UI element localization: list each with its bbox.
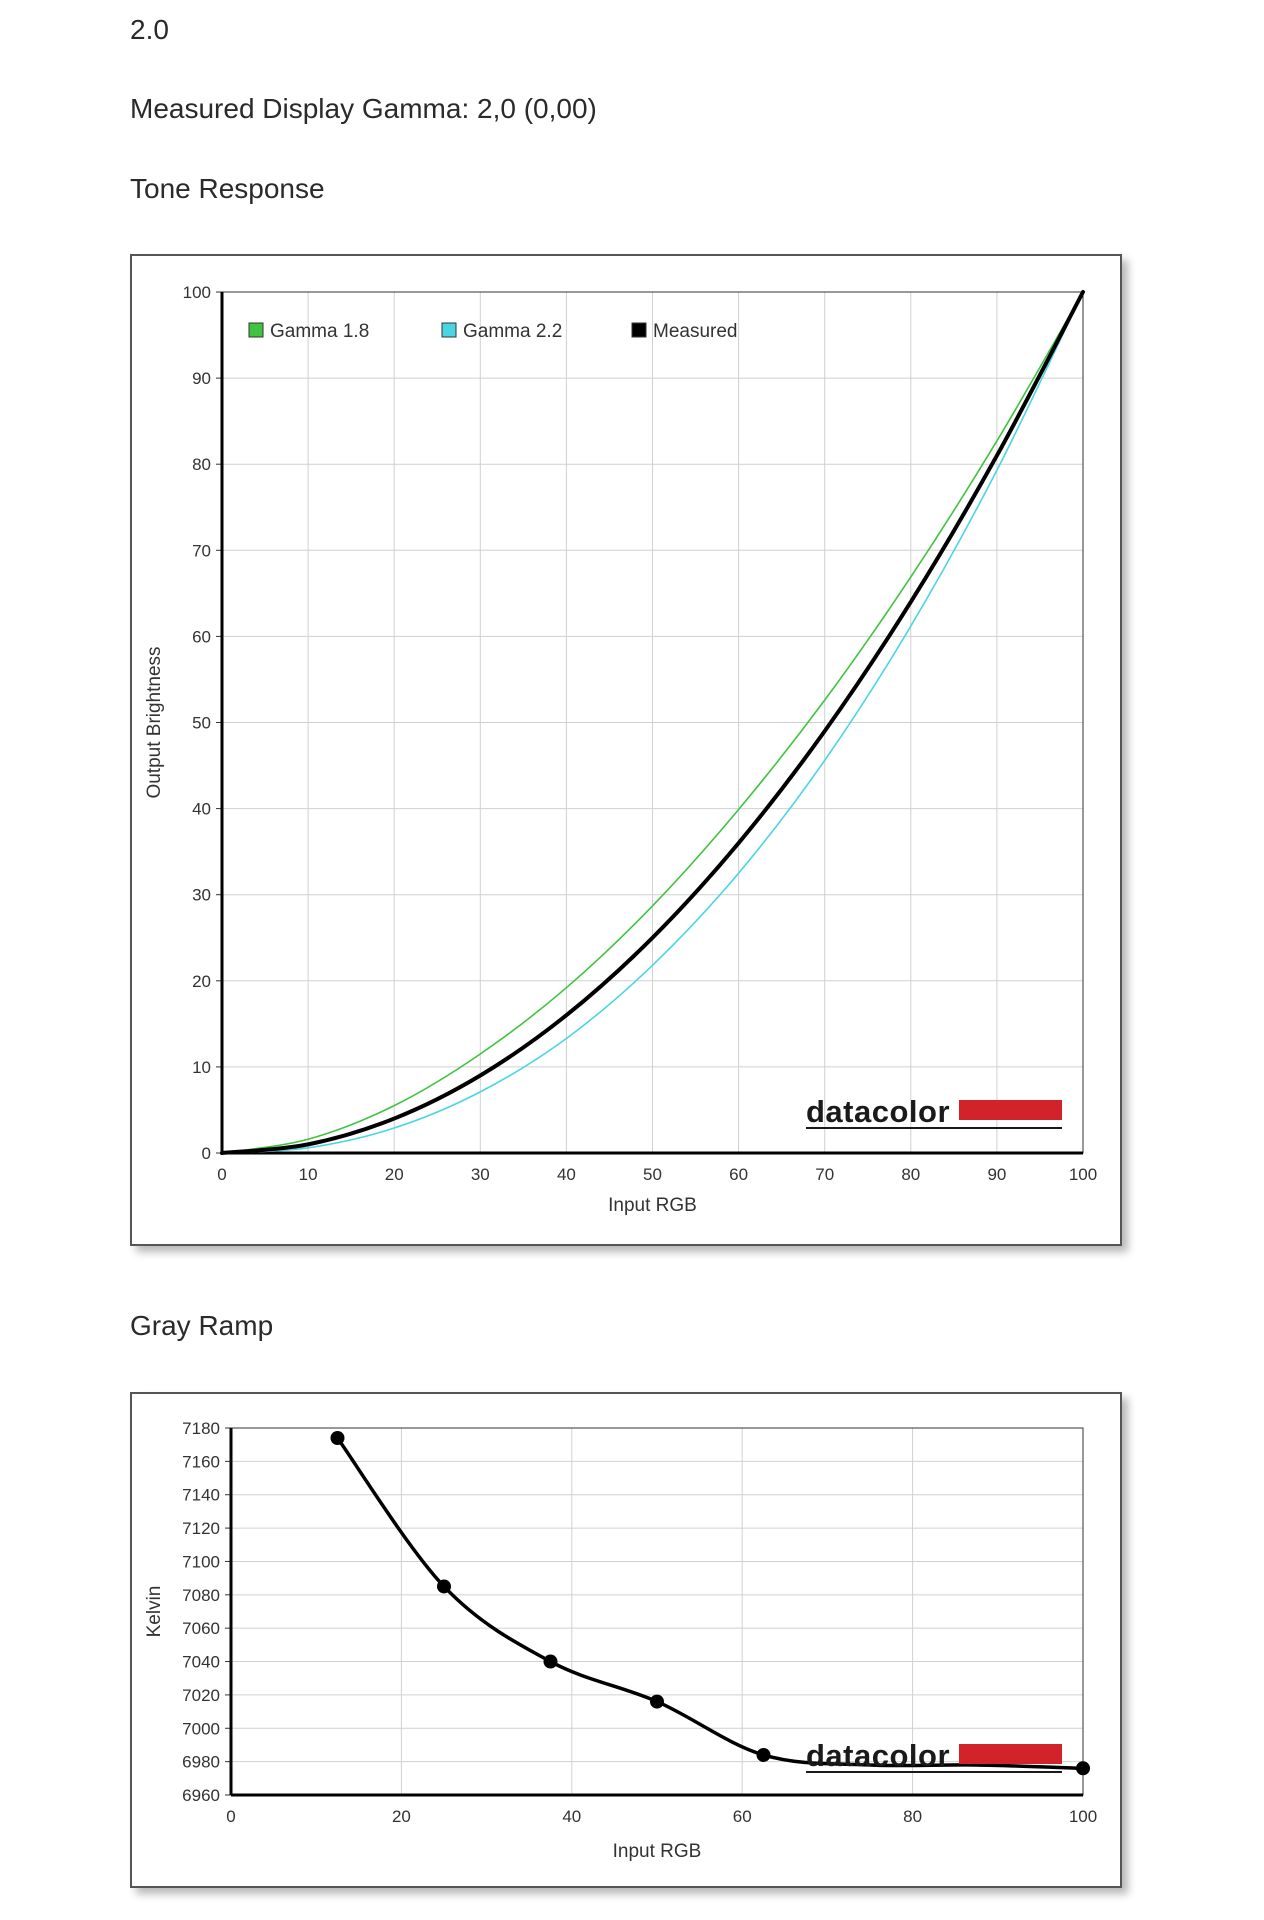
y-tick-label: 7120 <box>182 1519 220 1538</box>
y-tick-label: 7080 <box>182 1586 220 1605</box>
legend-swatch <box>248 322 264 338</box>
data-point <box>650 1694 664 1709</box>
x-tick-label: 50 <box>643 1165 662 1184</box>
y-tick-label: 30 <box>192 886 211 905</box>
data-point <box>437 1579 451 1594</box>
x-tick-label: 80 <box>903 1807 922 1826</box>
y-axis-title: Kelvin <box>144 1586 165 1638</box>
tone-response-title: Tone Response <box>130 173 325 204</box>
x-tick-label: 0 <box>217 1165 226 1184</box>
y-tick-label: 50 <box>192 714 211 733</box>
y-tick-label: 90 <box>192 369 211 388</box>
gray-ramp-chart: 0 20 40 60 80 100 6960 6980 7000 7020 7040 7060 7080… <box>144 1419 1097 1862</box>
x-tick-label: 80 <box>901 1165 920 1184</box>
data-point <box>756 1747 771 1762</box>
x-tick-label: 30 <box>471 1165 490 1184</box>
brand-logo-text: datacolor <box>806 1738 950 1773</box>
y-tick-label: 7140 <box>182 1486 220 1505</box>
y-tick-label: 0 <box>202 1144 211 1163</box>
y-tick-label: 7040 <box>182 1653 220 1672</box>
x-tick-label: 60 <box>733 1807 752 1826</box>
y-tick-label: 7000 <box>182 1719 220 1738</box>
y-tick-label: 7020 <box>182 1686 220 1705</box>
y-tick-label: 70 <box>192 541 211 560</box>
plot-frame <box>230 1427 1084 1796</box>
y-tick-label: 80 <box>192 455 211 474</box>
y-tick-label: 10 <box>192 1058 211 1077</box>
y-tick-label: 40 <box>192 800 211 819</box>
x-tick-label: 100 <box>1069 1807 1097 1826</box>
y-tick-label: 7060 <box>182 1619 220 1638</box>
x-tick-label: 0 <box>226 1807 235 1826</box>
legend-label: Gamma 2.2 <box>463 321 562 342</box>
brand-logo-bar <box>959 1100 1062 1120</box>
x-tick-label: 20 <box>392 1807 411 1826</box>
legend-swatch <box>441 322 457 338</box>
header-value: 2.0 <box>130 14 169 45</box>
x-axis-title: Input RGB <box>608 1195 697 1216</box>
x-tick-label: 40 <box>557 1165 576 1184</box>
data-point <box>543 1654 558 1669</box>
y-axis-title: Output Brightness <box>144 646 165 798</box>
x-tick-label: 100 <box>1069 1165 1097 1184</box>
x-tick-label: 10 <box>299 1165 318 1184</box>
brand-logo-text: datacolor <box>806 1094 950 1129</box>
tone-response-panel: 0 10 20 30 40 50 60 70 80 90 100 0 10 20 30 40 50 60 70 80 9… <box>130 254 1122 1246</box>
gray-ramp-panel: 0 20 40 60 80 100 6960 6980 7000 7020 7040 7060 7080… <box>130 1392 1122 1888</box>
y-tick-label: 6980 <box>182 1753 220 1772</box>
x-axis-title: Input RGB <box>613 1841 702 1862</box>
y-tick-label: 7180 <box>182 1419 220 1438</box>
x-tick-label: 90 <box>987 1165 1006 1184</box>
data-point <box>1076 1761 1090 1776</box>
x-tick-label: 40 <box>562 1807 581 1826</box>
y-tick-label: 7160 <box>182 1452 220 1471</box>
data-point <box>330 1431 345 1446</box>
series-line-kelvin <box>335 1436 1085 1771</box>
y-tick-label: 60 <box>192 627 211 646</box>
series-line-gamma-2-2 <box>221 291 1084 1154</box>
x-tick-label: 20 <box>385 1165 404 1184</box>
gray-ramp-title: Gray Ramp <box>130 1310 274 1341</box>
y-tick-label: 20 <box>192 972 211 991</box>
x-tick-label: 70 <box>815 1165 834 1184</box>
series-line-measured <box>220 290 1085 1155</box>
y-tick-label: 7100 <box>182 1552 220 1571</box>
tone-response-chart: 0 10 20 30 40 50 60 70 80 90 100 0 10 20 30 40 50 60 70 80 9… <box>144 283 1097 1216</box>
legend-label: Measured <box>653 321 738 342</box>
legend-label: Gamma 1.8 <box>270 321 369 342</box>
measured-gamma-text: Measured Display Gamma: 2,0 (0,00) <box>130 93 597 124</box>
x-tick-label: 60 <box>729 1165 748 1184</box>
series-line-gamma-1-8 <box>221 291 1084 1154</box>
brand-logo-bar <box>959 1744 1062 1764</box>
legend-swatch <box>631 322 647 338</box>
y-tick-label: 6960 <box>182 1786 220 1805</box>
y-tick-label: 100 <box>183 283 211 302</box>
